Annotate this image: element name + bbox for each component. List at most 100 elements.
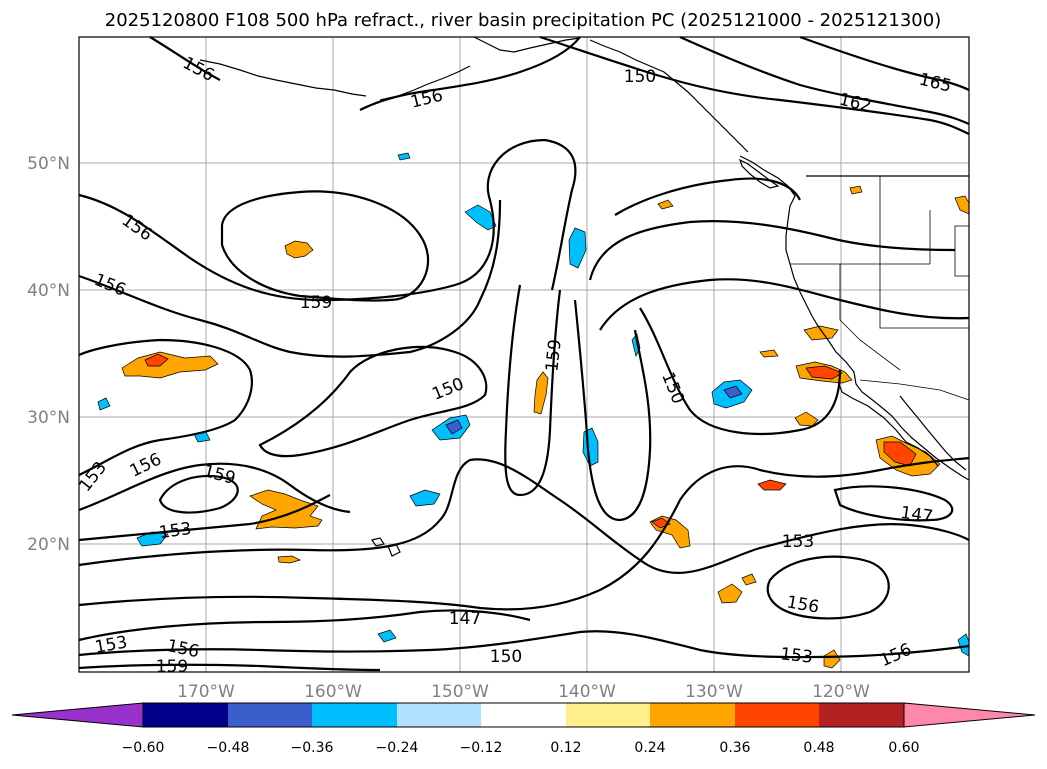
colorbar-segment [566,703,650,727]
lon-label: 170°W [177,682,235,702]
colorbar-tick-label: 0.24 [634,740,665,756]
contour-line [78,630,970,659]
precip-blob-positive [284,240,314,259]
lat-label: 40°N [27,281,70,301]
contour-line [78,338,253,476]
colorbar-tick-label: −0.60 [122,740,165,756]
precip-blob-positive [803,325,839,341]
lon-label: 150°W [431,682,489,702]
precip-blob-positive [823,649,841,669]
precip-blob-positive [805,365,843,380]
precip-blob-positive [533,371,549,415]
border-us-canada [806,175,930,265]
lat-label: 30°N [27,408,70,428]
contour-line [639,307,842,436]
precip-blob-negative [409,489,441,507]
colorbar: −0.60 −0.48 −0.36 −0.24 −0.12 0.12 0.24 … [11,702,1036,756]
figure-title: 2025120800 F108 500 hPa refract., river … [105,10,941,31]
contour-line [766,555,890,620]
coastline-hawaii [371,537,385,547]
contour-line [78,458,970,574]
coastline-baja [837,381,939,467]
contour-label: 159 [300,293,332,313]
precip-blob-positive [757,479,787,491]
longitude-labels: 170°W 160°W 150°W 140°W 130°W 120°W [177,682,870,702]
contour-line [599,278,970,331]
colorbar-tick-label: 0.60 [888,740,919,756]
colorbar-tick-label: 0.48 [803,740,834,756]
colorbar-tick-label: −0.24 [376,740,419,756]
contour-line [78,494,331,542]
contour-label: 159 [156,657,188,677]
contour-line [78,456,970,611]
colorbar-tick-label: −0.12 [460,740,503,756]
colorbar-segment [312,703,397,727]
precip-blob-positive [717,583,743,604]
latitude-labels: 50°N 40°N 30°N 20°N [27,154,70,555]
contour-label: 153 [158,519,193,543]
precip-blob-negative [568,227,587,269]
contour-line [78,138,577,302]
colorbar-segment [481,703,566,727]
contour-line [833,485,954,522]
coastline-north-america [739,155,970,481]
contour-label: 147 [899,503,934,527]
colorbar-ticks: −0.60 −0.48 −0.36 −0.24 −0.12 0.12 0.24 … [122,740,920,756]
contour-label: 150 [624,67,656,87]
contours [78,35,970,672]
precip-blob-negative [97,397,111,411]
contour-line [78,199,502,358]
contour-label: 153 [779,644,813,667]
contour-line [149,36,221,81]
border-states [879,264,969,329]
lon-label: 160°W [304,682,362,702]
contour-line [158,474,239,514]
precip-blob-negative [445,419,463,435]
border-states [839,264,901,371]
graticule [79,37,969,672]
colorbar-extend-max [903,702,1036,728]
contour-line [78,462,351,514]
precip-blob-positive [883,441,917,467]
contour-line [614,177,801,216]
map-frame [78,36,970,673]
lat-label: 50°N [27,154,70,174]
colorbar-tick-label: 0.36 [719,740,750,756]
contour-line [679,35,970,126]
colorbar-tick-label: −0.48 [207,740,250,756]
colorbar-outline [142,702,905,728]
colorbar-segment [397,703,481,727]
precip-blob-negative [464,204,497,231]
colorbar-segment [650,703,735,727]
precip-shading [97,152,970,669]
precip-blob-positive [121,351,219,379]
precip-blob-positive [657,199,674,210]
lon-label: 140°W [558,682,616,702]
coastline-alaska-panhandle [589,39,749,153]
map-background [79,37,969,672]
borders [790,175,970,401]
map-area: 156 156 156 156 159 150 159 150 153 156 … [75,35,970,677]
contour-line [588,220,956,281]
precip-blob-positive [277,555,301,564]
precip-blob-positive [794,411,819,427]
coastline-vancouver-island [738,158,780,189]
coastline-alaska-gulf [473,36,581,53]
contour-label: 159 [542,338,565,372]
contour-line [78,663,381,672]
precip-blob-negative [723,385,743,399]
contour-line [220,190,430,302]
contour-label: 153 [782,532,814,552]
coastline-aleutians [199,59,367,97]
lon-label: 130°W [685,682,743,702]
contour-line [573,299,652,522]
colorbar-extend-min [11,702,144,728]
lon-label: 120°W [812,682,870,702]
colorbar-segment [735,703,819,727]
precip-blob-positive [759,349,779,358]
contour-line [504,284,562,497]
contour-line [258,345,488,458]
contour-label: 150 [490,647,522,667]
contour-line [539,35,970,136]
